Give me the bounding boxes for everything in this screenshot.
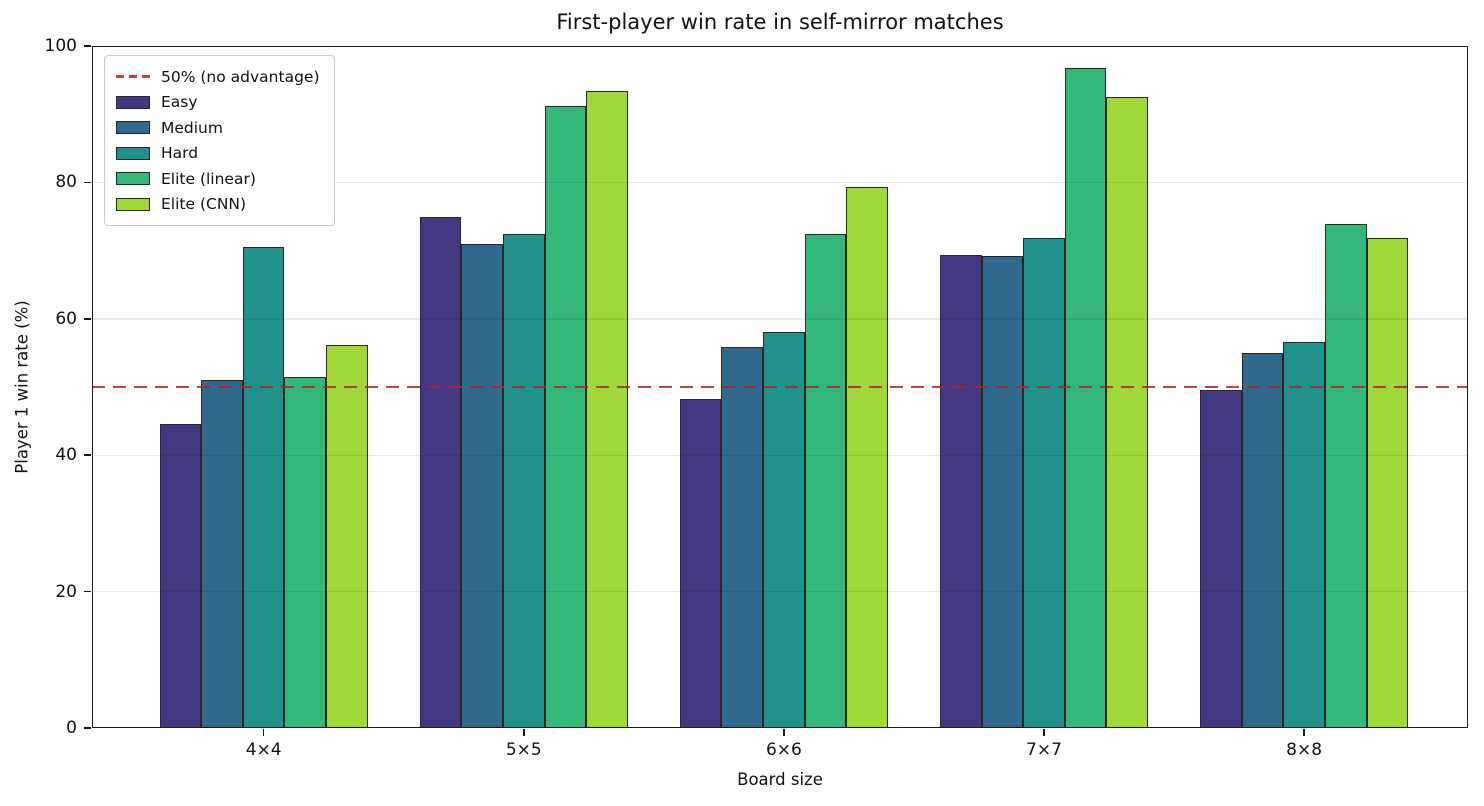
bar-elitecnn)-8×8 bbox=[1366, 237, 1409, 728]
y-axis-label: Player 1 win rate (%) bbox=[12, 300, 32, 474]
x-tick-label: 5×5 bbox=[505, 740, 542, 760]
y-tick-label: 100 bbox=[44, 36, 77, 56]
y-tick-label: 60 bbox=[55, 308, 77, 329]
y-tick-mark bbox=[84, 318, 91, 320]
legend-item: Easy bbox=[116, 90, 320, 116]
legend-item: Medium bbox=[116, 115, 320, 141]
y-tick-mark bbox=[84, 181, 91, 184]
legend-item: 50% (no advantage) bbox=[116, 64, 320, 90]
bar-medium-7×7 bbox=[981, 256, 1024, 728]
legend-item: Elite (CNN) bbox=[116, 192, 320, 218]
plot-area: 50% (no advantage) Easy Medium Hard Elite (l… bbox=[45, 36, 1468, 760]
gridline-40 bbox=[92, 454, 1468, 456]
color-swatch bbox=[116, 95, 150, 109]
x-tick-label: 8×8 bbox=[1286, 740, 1323, 760]
legend-label: Elite (CNN) bbox=[161, 195, 247, 214]
gridline-20 bbox=[92, 590, 1468, 593]
bar-hard-8×8 bbox=[1283, 342, 1325, 728]
bar-easy-7×7 bbox=[939, 255, 982, 728]
legend-item: Hard bbox=[116, 141, 320, 167]
color-swatch bbox=[116, 146, 150, 160]
color-swatch bbox=[116, 172, 150, 186]
x-tick-mark bbox=[262, 729, 265, 736]
bar-easy-5×5 bbox=[419, 216, 462, 728]
x-tick-label: 6×6 bbox=[765, 740, 802, 760]
legend-label: Easy bbox=[161, 93, 198, 112]
bar-elitecnn)-6×6 bbox=[846, 186, 888, 728]
bar-elitecnn)-5×5 bbox=[586, 91, 628, 728]
y-tick-label: 20 bbox=[55, 581, 77, 602]
bar-medium-4×4 bbox=[201, 380, 243, 728]
bar-easy-4×4 bbox=[159, 423, 202, 728]
bar-elitecnn)-4×4 bbox=[326, 344, 368, 728]
bar-hard-4×4 bbox=[242, 247, 285, 728]
dashed-line-sample bbox=[116, 75, 150, 79]
gridline-80 bbox=[92, 181, 1468, 184]
x-tick-label: 7×7 bbox=[1026, 740, 1062, 760]
bar-elitelinear)-8×8 bbox=[1324, 224, 1367, 728]
bar-medium-8×8 bbox=[1241, 352, 1284, 728]
color-swatch bbox=[116, 197, 150, 211]
legend-label: Medium bbox=[161, 118, 223, 137]
legend-label: Hard bbox=[161, 144, 199, 163]
legend-label: 50% (no advantage) bbox=[161, 67, 320, 86]
x-axis-label: Board size bbox=[737, 770, 823, 789]
reference-line-50pct bbox=[92, 385, 1468, 389]
legend: 50% (no advantage) Easy Medium Hard Elite (l… bbox=[104, 55, 335, 226]
bar-elitelinear)-7×7 bbox=[1064, 67, 1107, 728]
x-tick-mark bbox=[1303, 729, 1305, 736]
bar-easy-6×6 bbox=[679, 399, 722, 728]
y-tick-label: 40 bbox=[55, 445, 77, 466]
bar-hard-5×5 bbox=[502, 233, 545, 728]
bar-elitelinear)-4×4 bbox=[284, 376, 327, 728]
y-tick-mark bbox=[84, 454, 91, 456]
gridline-60 bbox=[92, 318, 1468, 320]
legend-label: Elite (linear) bbox=[161, 169, 256, 188]
x-tick-mark bbox=[1043, 729, 1045, 736]
bar-easy-8×8 bbox=[1200, 389, 1242, 728]
x-tick-mark bbox=[783, 729, 785, 736]
y-tick-mark bbox=[84, 590, 91, 593]
bar-medium-5×5 bbox=[461, 244, 503, 728]
bar-elitelinear)-6×6 bbox=[804, 233, 847, 728]
x-tick-label: 4×4 bbox=[245, 740, 282, 760]
y-tick-label: 0 bbox=[66, 718, 77, 738]
chart-title: First-player win rate in self-mirror mat… bbox=[556, 10, 1004, 34]
y-tick-mark bbox=[84, 45, 91, 47]
bar-medium-6×6 bbox=[721, 346, 764, 728]
y-tick-label: 80 bbox=[55, 172, 77, 193]
color-swatch bbox=[116, 121, 150, 135]
y-tick-mark bbox=[84, 727, 91, 729]
bar-elitelinear)-5×5 bbox=[544, 106, 587, 728]
bar-hard-6×6 bbox=[763, 331, 805, 728]
bar-elitecnn)-7×7 bbox=[1106, 97, 1149, 728]
legend-item: Elite (linear) bbox=[116, 166, 320, 192]
bar-hard-7×7 bbox=[1023, 237, 1065, 728]
x-tick-mark bbox=[522, 729, 525, 736]
